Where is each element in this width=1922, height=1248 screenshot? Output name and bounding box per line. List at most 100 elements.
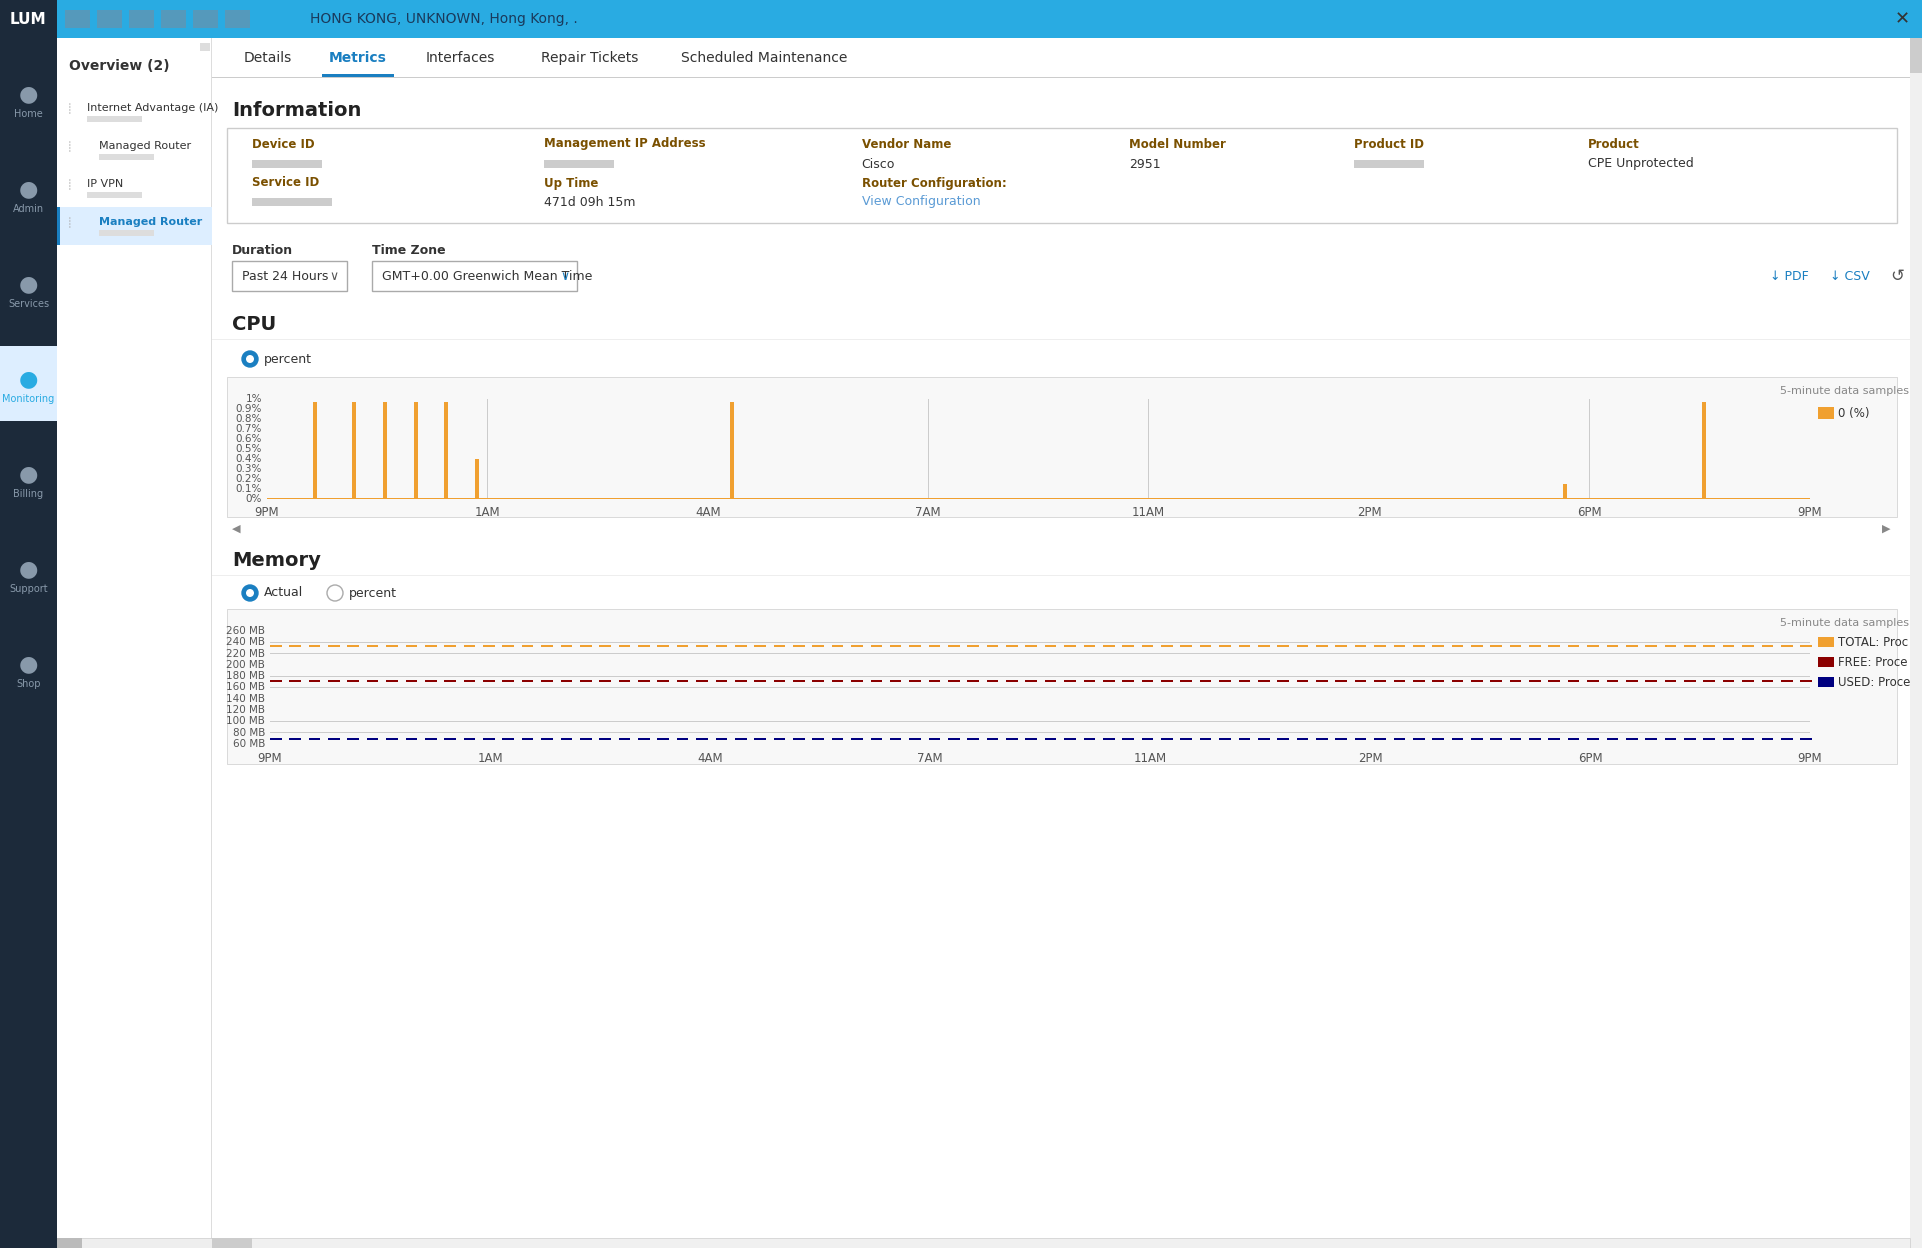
Text: Management IP Address: Management IP Address	[544, 137, 705, 151]
Bar	[252, 198, 333, 206]
Text: Shop: Shop	[15, 679, 40, 689]
Bar	[225, 10, 250, 27]
Text: 0.5%: 0.5%	[236, 444, 261, 454]
Text: Managed Router: Managed Router	[100, 141, 190, 151]
Bar	[1219, 739, 1230, 740]
Bar	[252, 160, 323, 168]
Bar	[1645, 645, 1657, 646]
Bar	[1549, 645, 1561, 646]
Bar	[580, 645, 592, 646]
Bar	[715, 739, 727, 740]
Bar	[1084, 645, 1096, 646]
Bar	[794, 680, 805, 681]
Bar	[269, 739, 283, 740]
Text: ∨: ∨	[561, 270, 569, 282]
Bar	[794, 739, 805, 740]
Bar	[1219, 680, 1230, 681]
Bar	[851, 680, 863, 681]
Text: GMT+0.00 Greenwich Mean Time: GMT+0.00 Greenwich Mean Time	[382, 270, 592, 282]
Bar	[211, 1238, 252, 1248]
Text: Monitoring: Monitoring	[2, 394, 54, 404]
Bar	[1432, 739, 1443, 740]
Bar	[1355, 739, 1367, 740]
Text: 200 MB: 200 MB	[227, 660, 265, 670]
Bar	[309, 645, 321, 646]
Bar	[542, 645, 554, 646]
Bar	[502, 680, 513, 681]
Text: ▶: ▶	[1882, 524, 1891, 534]
Text: FREE: Proce: FREE: Proce	[1837, 655, 1907, 669]
Bar	[1161, 739, 1172, 740]
Bar	[444, 645, 456, 646]
Bar	[1511, 739, 1522, 740]
Bar	[386, 739, 398, 740]
Bar	[1026, 739, 1038, 740]
Bar	[1664, 739, 1676, 740]
Bar	[1336, 680, 1347, 681]
Text: 80 MB: 80 MB	[233, 728, 265, 738]
Text: Managed Router: Managed Router	[100, 217, 202, 227]
Text: 11AM: 11AM	[1134, 751, 1167, 765]
Bar	[227, 609, 1897, 764]
Bar	[1317, 645, 1328, 646]
Bar	[1762, 680, 1774, 681]
Bar	[463, 680, 475, 681]
Text: USED: Proce: USED: Proce	[1837, 675, 1910, 689]
Text: 9PM: 9PM	[258, 751, 283, 765]
Bar	[1722, 645, 1734, 646]
Bar	[1374, 680, 1386, 681]
Bar	[1257, 645, 1270, 646]
Bar	[928, 739, 940, 740]
Text: 220 MB: 220 MB	[227, 649, 265, 659]
Text: Router Configuration:: Router Configuration:	[861, 176, 1007, 190]
Text: ∨: ∨	[329, 270, 338, 282]
Text: Duration: Duration	[233, 245, 294, 257]
Text: Repair Tickets: Repair Tickets	[542, 51, 638, 65]
Bar	[406, 645, 417, 646]
Text: ┊: ┊	[65, 141, 71, 152]
Bar	[1722, 739, 1734, 740]
Bar	[1664, 645, 1676, 646]
Bar	[1238, 645, 1249, 646]
Bar	[1355, 645, 1367, 646]
Bar	[948, 739, 959, 740]
Bar	[227, 377, 1897, 517]
Text: ↓ CSV: ↓ CSV	[1830, 270, 1870, 282]
Bar	[211, 37, 1922, 1248]
Bar	[329, 645, 340, 646]
Bar	[1297, 680, 1309, 681]
Bar	[1741, 645, 1753, 646]
Bar	[1645, 739, 1657, 740]
Bar	[58, 1238, 83, 1248]
Bar	[1549, 680, 1561, 681]
Bar	[413, 402, 417, 499]
Bar	[100, 155, 154, 160]
Bar	[348, 680, 359, 681]
Text: Past 24 Hours: Past 24 Hours	[242, 270, 329, 282]
Bar	[1122, 739, 1134, 740]
Bar	[200, 42, 209, 51]
Bar	[129, 10, 154, 27]
Bar	[329, 680, 340, 681]
Text: 0.2%: 0.2%	[236, 474, 261, 484]
Bar	[600, 645, 611, 646]
Bar	[1278, 680, 1290, 681]
Text: 5-minute data samples: 5-minute data samples	[1780, 618, 1909, 628]
Text: 1AM: 1AM	[477, 751, 504, 765]
Bar	[1568, 645, 1580, 646]
Bar	[1741, 739, 1753, 740]
Bar	[730, 402, 734, 499]
Bar	[561, 645, 573, 646]
Text: 11AM: 11AM	[1132, 507, 1165, 519]
Bar	[619, 645, 630, 646]
Bar	[813, 645, 825, 646]
Bar	[1818, 676, 1834, 686]
Bar	[753, 739, 765, 740]
Bar	[1393, 739, 1405, 740]
Bar	[0, 37, 58, 1248]
Text: ●: ●	[19, 275, 38, 295]
Bar	[1005, 739, 1019, 740]
Bar	[367, 645, 379, 646]
Bar	[1607, 739, 1618, 740]
Bar	[948, 645, 959, 646]
